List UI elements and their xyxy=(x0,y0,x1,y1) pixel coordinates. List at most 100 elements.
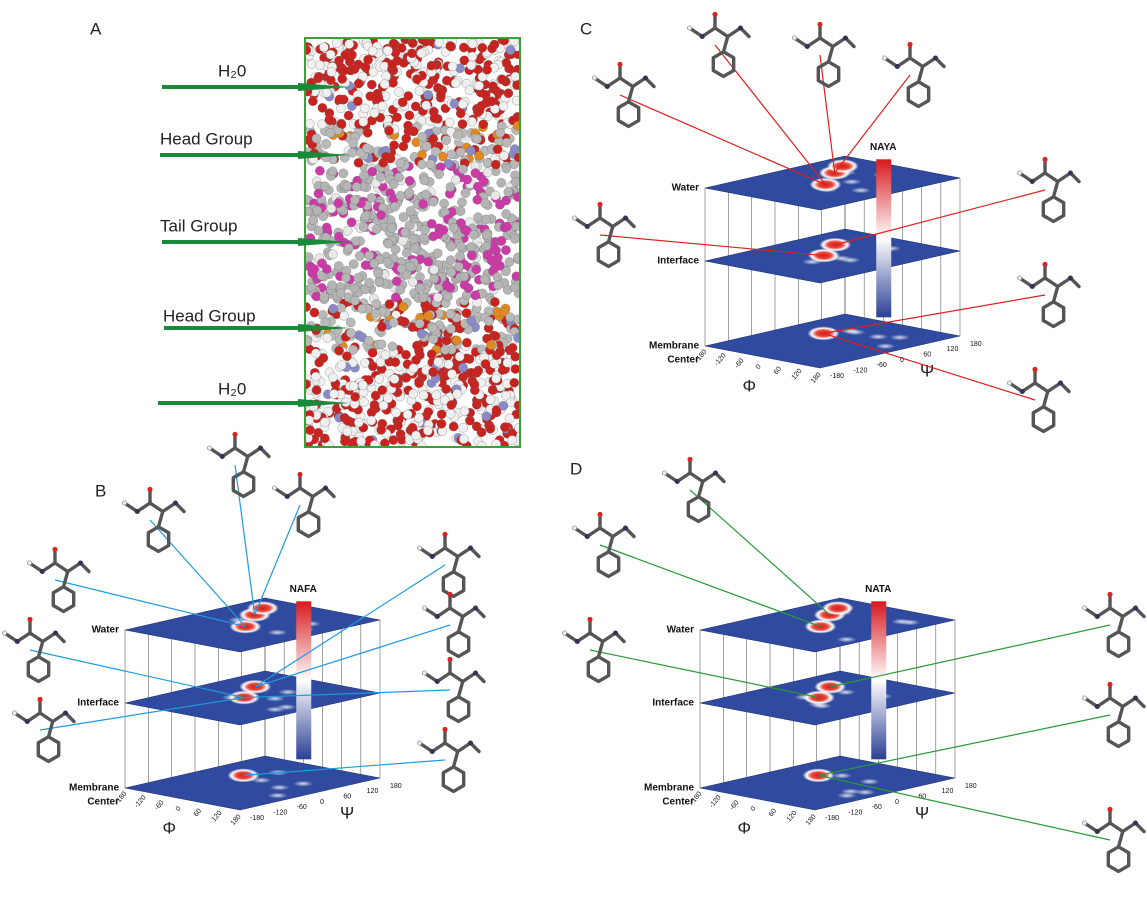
atom xyxy=(315,166,324,175)
atom xyxy=(400,317,409,326)
atom xyxy=(461,189,470,198)
y-tick-label: 120 xyxy=(367,788,379,795)
atom-o xyxy=(232,432,237,437)
atom xyxy=(442,336,451,345)
layer-label: Interface xyxy=(657,256,699,267)
atom xyxy=(481,199,490,208)
atom xyxy=(392,408,401,417)
atom-o xyxy=(442,727,447,732)
x-axis-label: Φ xyxy=(743,376,757,395)
atom-h xyxy=(417,741,421,745)
atom xyxy=(409,389,418,398)
atom xyxy=(463,175,472,184)
atom xyxy=(374,93,383,102)
atom xyxy=(426,160,435,169)
atom-h xyxy=(417,546,421,550)
bond xyxy=(829,47,833,62)
molecule-sketch xyxy=(1017,262,1079,327)
atom xyxy=(412,75,421,84)
atom xyxy=(367,80,376,89)
ring xyxy=(28,657,48,682)
atom xyxy=(456,109,465,118)
atom xyxy=(405,111,414,120)
atom-n xyxy=(1133,695,1138,700)
atom xyxy=(473,134,482,143)
atom-o xyxy=(37,697,42,702)
atom xyxy=(443,292,452,301)
atom xyxy=(424,312,433,321)
atom xyxy=(424,257,433,266)
atom xyxy=(343,226,352,235)
atom-o xyxy=(712,12,717,17)
atom xyxy=(493,281,502,290)
atom-h xyxy=(12,711,16,715)
atom xyxy=(393,421,402,430)
atom xyxy=(326,128,335,137)
atom xyxy=(411,356,420,365)
molecule-sketch xyxy=(417,532,479,597)
molecule-sketch xyxy=(1082,807,1144,872)
y-tick-label: 180 xyxy=(970,341,982,348)
atom xyxy=(365,251,374,260)
atom xyxy=(506,46,515,55)
atom xyxy=(429,265,438,274)
x-tick-label: 60 xyxy=(773,366,783,377)
atom xyxy=(391,245,400,254)
atom xyxy=(364,336,373,345)
atom-n xyxy=(78,560,83,565)
atom xyxy=(368,348,377,357)
haze xyxy=(900,619,920,625)
atom xyxy=(338,74,347,83)
atom xyxy=(370,259,379,268)
atom-o xyxy=(687,457,692,462)
atom xyxy=(482,242,491,251)
haze xyxy=(860,779,880,785)
atom-o xyxy=(907,42,912,47)
atom xyxy=(513,192,522,201)
annotation: Head Group xyxy=(163,306,256,325)
atom-h xyxy=(2,631,6,635)
ring xyxy=(298,512,318,537)
atom xyxy=(437,419,446,428)
bond xyxy=(1119,617,1123,632)
ring xyxy=(1108,847,1128,872)
colorbar xyxy=(876,159,891,317)
atom-o xyxy=(1107,682,1112,687)
atom xyxy=(458,165,467,174)
atom xyxy=(311,372,320,381)
ring xyxy=(148,527,168,552)
atom xyxy=(467,61,476,70)
atom xyxy=(328,281,337,290)
atom xyxy=(447,268,456,277)
haze xyxy=(842,179,862,185)
atom xyxy=(347,218,356,227)
atom xyxy=(511,72,520,81)
atom xyxy=(429,335,438,344)
molecule-sketch xyxy=(592,62,654,127)
atom-o xyxy=(1107,592,1112,597)
atom xyxy=(475,81,484,90)
x-tick-label: -120 xyxy=(708,794,722,809)
atom xyxy=(314,74,323,83)
atom xyxy=(467,316,476,325)
atom xyxy=(365,278,374,287)
atom xyxy=(444,360,453,369)
atom-n xyxy=(40,569,45,574)
molecule-sketch xyxy=(122,487,184,552)
connector xyxy=(590,650,819,698)
atom xyxy=(342,352,351,361)
ring xyxy=(908,82,928,107)
atom-h xyxy=(1082,606,1086,610)
atom-n xyxy=(323,485,328,490)
atom xyxy=(415,413,424,422)
atom xyxy=(378,101,387,110)
atom xyxy=(447,400,456,409)
atom xyxy=(436,90,445,99)
atom xyxy=(334,199,343,208)
atom-n xyxy=(173,500,178,505)
bond xyxy=(64,572,68,587)
atom-o xyxy=(27,617,32,622)
atom xyxy=(409,127,418,136)
atom xyxy=(320,182,329,191)
atom-n xyxy=(675,479,680,484)
